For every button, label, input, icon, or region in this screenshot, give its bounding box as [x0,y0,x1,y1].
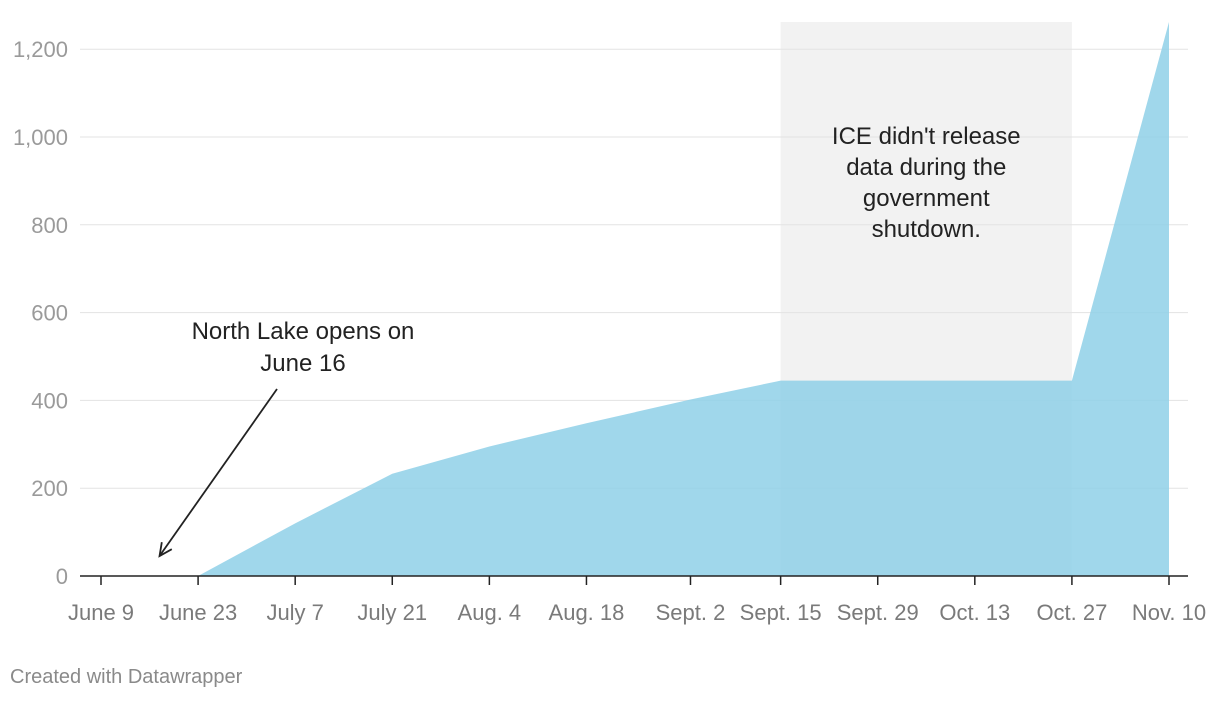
x-tick-label: Nov. 10 [1132,600,1206,625]
arrow-line [158,388,278,557]
y-tick-label: 400 [31,388,68,413]
annotations: ICE didn't release data during the governm… [192,123,1021,377]
annotation-north-lake-line: June 16 [260,350,345,377]
y-tick-label: 600 [31,301,68,326]
annotation-north-lake-line: North Lake opens on [192,318,415,345]
x-tick-label: June 23 [159,600,237,625]
y-tick-label: 1,000 [13,125,68,150]
grid-lines [80,48,1188,489]
x-tick-label: Sept. 2 [656,600,726,625]
annotation-shutdown-line: shutdown. [872,216,981,243]
credit-text: Created with Datawrapper [10,666,243,688]
y-tick-label: 200 [31,476,68,501]
x-axis-ticks: June 9 June 23 July 7 July 21 Aug. 4 Aug. 18 S… [68,576,1206,625]
area-chart: 0 200 400 600 800 1,000 1,200 June 9 June 23 Jul… [13,22,1206,625]
x-tick-label: Oct. 27 [1036,600,1107,625]
y-axis-ticks: 0 200 400 600 800 1,000 1,200 [13,37,68,589]
annotation-shutdown-line: government [863,185,990,212]
x-tick-label: July 7 [266,600,323,625]
annotation-shutdown-line: data during the [846,154,1006,181]
x-tick-label: Sept. 15 [740,600,822,625]
x-tick-label: Sept. 29 [837,600,919,625]
x-tick-label: Oct. 13 [939,600,1010,625]
y-tick-label: 1,200 [13,37,68,62]
series-area [101,22,1169,576]
annotation-shutdown-line: ICE didn't release [832,123,1021,150]
x-tick-label: June 9 [68,600,134,625]
x-tick-label: Aug. 18 [549,600,625,625]
arrow-head [158,542,173,558]
x-tick-label: Aug. 4 [458,600,522,625]
x-tick-label: July 21 [357,600,427,625]
y-tick-label: 0 [56,564,68,589]
y-tick-label: 800 [31,213,68,238]
